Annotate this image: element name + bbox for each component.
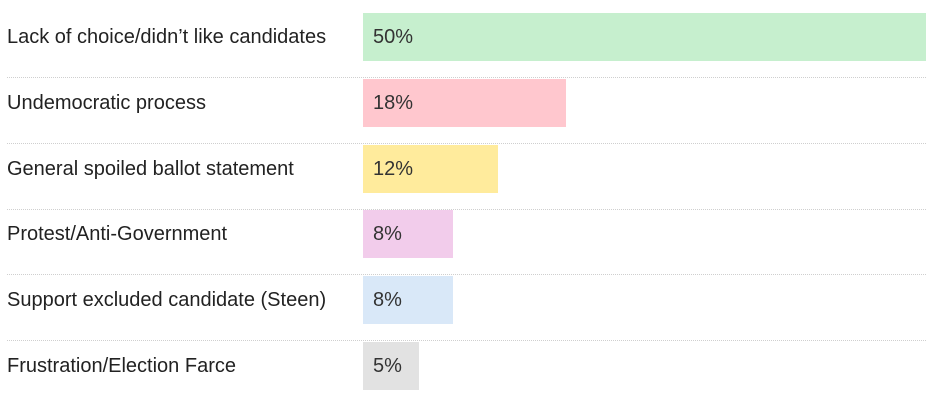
bar bbox=[363, 210, 454, 259]
bar-row: Frustration/Election Farce 5% bbox=[0, 342, 928, 407]
bar bbox=[363, 13, 926, 61]
bar-row: Undemocratic process 18% bbox=[0, 78, 928, 144]
row-divider bbox=[7, 208, 926, 210]
bar-value-label: 50% bbox=[373, 26, 414, 48]
row-divider bbox=[7, 274, 926, 276]
bar bbox=[363, 276, 454, 325]
bar-row: Lack of choice/didn’t like candidates 50% bbox=[0, 13, 928, 78]
bar bbox=[363, 78, 566, 127]
bar bbox=[363, 342, 420, 390]
row-divider bbox=[7, 142, 926, 144]
bar-value-label: 12% bbox=[373, 157, 414, 180]
category-label: Frustration/Election Farce bbox=[7, 355, 236, 377]
category-label: General spoiled ballot statement bbox=[7, 157, 294, 180]
bar-value-label: 5% bbox=[373, 355, 402, 377]
bar-value-label: 18% bbox=[373, 91, 414, 114]
category-label: Protest/Anti-Government bbox=[7, 223, 228, 246]
bar-value-label: 8% bbox=[373, 223, 402, 246]
row-divider bbox=[7, 340, 926, 342]
bar-value-label: 8% bbox=[373, 289, 402, 312]
category-label: Undemocratic process bbox=[7, 91, 206, 114]
category-label: Support excluded candidate (Steen) bbox=[7, 289, 327, 312]
category-label: Lack of choice/didn’t like candidates bbox=[7, 26, 327, 48]
bar bbox=[363, 144, 499, 193]
bar-row: Support excluded candidate (Steen) 8% bbox=[0, 276, 928, 342]
row-divider bbox=[7, 77, 926, 78]
bar-row: General spoiled ballot statement 12% bbox=[0, 144, 928, 210]
bar-row: Protest/Anti-Government 8% bbox=[0, 210, 928, 276]
